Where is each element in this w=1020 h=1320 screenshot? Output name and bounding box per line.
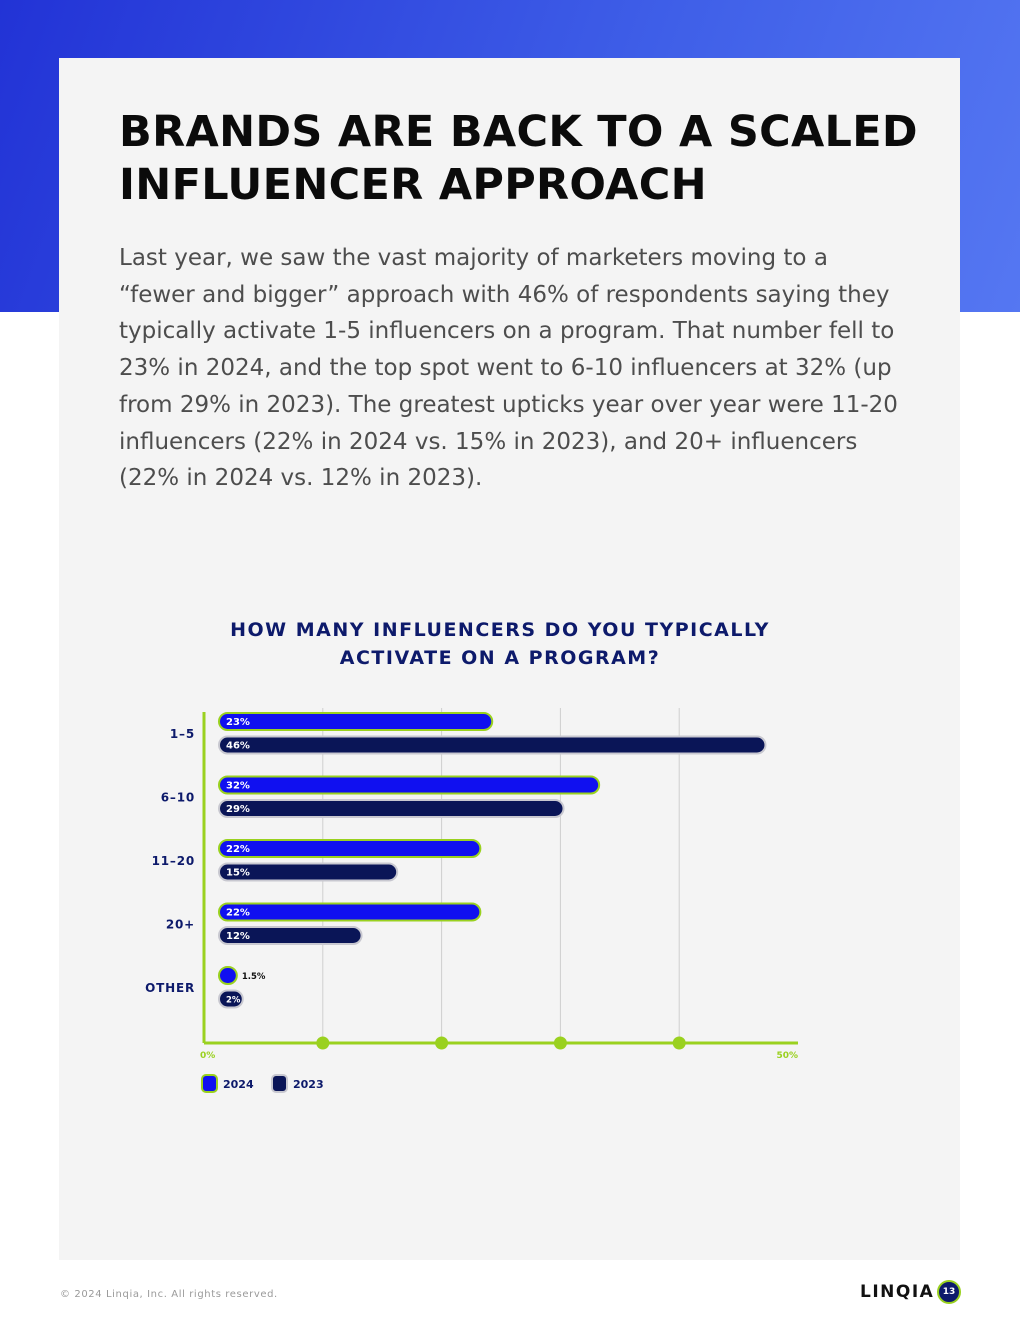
category-label-11-20: 11–20 xyxy=(152,854,195,868)
data-label-2023-other: 2% xyxy=(226,996,241,1006)
x-axis-marker-2 xyxy=(435,1036,449,1050)
x-axis-marker-4 xyxy=(672,1036,686,1050)
bar-2023-6-10 xyxy=(218,799,565,818)
bar-2024-other xyxy=(218,966,238,985)
legend-swatch-2023 xyxy=(271,1074,288,1093)
footer-copyright: © 2024 Linqia, Inc. All rights reserved. xyxy=(60,1289,278,1300)
bar-2024-6-10 xyxy=(218,775,601,795)
data-label-2023-20-: 12% xyxy=(226,931,250,942)
legend-swatch-2024 xyxy=(201,1074,218,1093)
bar-2023-1-5 xyxy=(218,735,767,755)
legend-label-2024: 2024 xyxy=(223,1078,254,1091)
data-label-2024-11-20: 22% xyxy=(226,844,250,855)
bar-2024-11-20 xyxy=(218,839,482,858)
bar-2023-other xyxy=(218,989,244,1009)
category-label-other: OTHER xyxy=(145,981,195,995)
data-label-2023-11-20: 15% xyxy=(226,868,250,879)
data-label-2024-1-5: 23% xyxy=(226,717,250,728)
x-axis-marker-3 xyxy=(553,1036,567,1050)
bar-2024-20- xyxy=(218,902,482,922)
bar-2023-20- xyxy=(218,926,363,945)
data-label-2024-other: 1.5% xyxy=(242,972,266,982)
page-headline: BRANDS ARE BACK TO A SCALED INFLUENCER A… xyxy=(119,107,918,210)
linqia-logo: LINQIA xyxy=(860,1282,935,1302)
data-label-2023-1-5: 46% xyxy=(226,741,250,752)
category-label-20-: 20+ xyxy=(166,918,195,932)
data-label-2023-6-10: 29% xyxy=(226,804,250,815)
data-label-2024-6-10: 32% xyxy=(226,781,250,792)
legend-label-2023: 2023 xyxy=(293,1078,324,1091)
data-label-2024-20-: 22% xyxy=(226,908,250,919)
x-axis-marker-1 xyxy=(316,1036,330,1050)
category-label-1-5: 1–5 xyxy=(170,727,195,741)
category-label-6-10: 6–10 xyxy=(161,791,195,805)
page-number-badge: 13 xyxy=(937,1280,961,1304)
content-card xyxy=(59,58,960,1260)
intro-paragraph: Last year, we saw the vast majority of m… xyxy=(119,245,898,492)
bar-2023-11-20 xyxy=(218,862,399,882)
bar-2024-1-5 xyxy=(218,712,494,731)
chart-title: HOW MANY INFLUENCERS DO YOU TYPICALLY AC… xyxy=(230,619,770,669)
x-tick-label-min: 0% xyxy=(200,1051,215,1061)
x-tick-label-max: 50% xyxy=(776,1051,798,1061)
